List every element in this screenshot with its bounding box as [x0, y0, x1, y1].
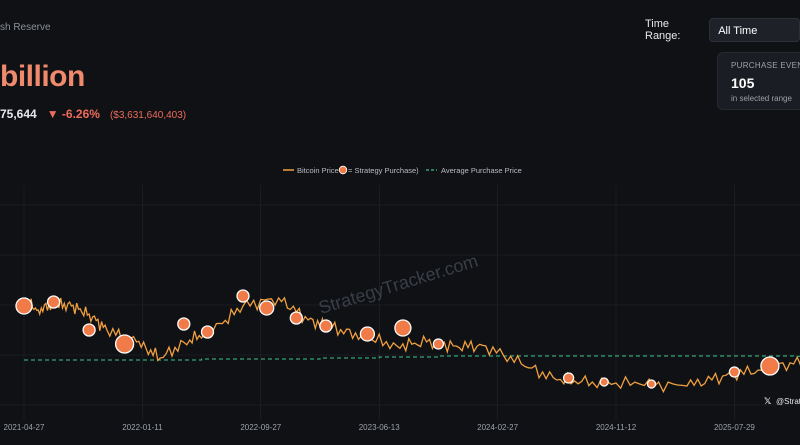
purchase-marker[interactable]: [760, 356, 780, 376]
purchase-marker[interactable]: [82, 323, 96, 337]
x-tick-label: 2021-04-27: [4, 423, 45, 432]
purchase-marker[interactable]: [177, 317, 191, 331]
purchase-marker[interactable]: [236, 289, 250, 303]
time-range-label: Time Range:: [645, 18, 681, 42]
purchase-events-card: PURCHASE EVENTS 105 in selected range: [717, 52, 800, 110]
legend-purchase-label: = Strategy Purchase): [348, 166, 419, 175]
purchase-marker[interactable]: [114, 334, 135, 354]
purchase-markers: [15, 289, 800, 389]
x-tick-label: 2023-06-13: [359, 423, 400, 432]
purchase-marker[interactable]: [200, 325, 215, 339]
purchase-marker[interactable]: [432, 338, 445, 350]
purchase-marker[interactable]: [289, 311, 303, 325]
holdings-summary: 75,644 ▼ -6.26% ($3,631,640,403): [0, 107, 186, 121]
total-value: billion: [0, 60, 85, 93]
btc-amount: 75,644: [0, 107, 37, 121]
purchase-marker[interactable]: [359, 326, 376, 342]
watermark: StrategyTracker.com: [316, 251, 480, 318]
x-tick-label: 2024-11-12: [596, 423, 637, 432]
change-percent: ▼ -6.26%: [46, 107, 100, 121]
purchase-marker[interactable]: [728, 366, 741, 378]
purchase-marker[interactable]: [259, 300, 275, 316]
chart-legend: Bitcoin Price ( = Strategy Purchase) Ave…: [283, 165, 522, 175]
avg-price-line: [24, 355, 800, 361]
x-tick-label: 2025-07-29: [714, 423, 755, 432]
credit-handle: @Strat: [776, 397, 800, 406]
purchase-events-title: PURCHASE EVENTS: [731, 61, 800, 70]
legend-purchase-icon: [338, 165, 348, 175]
credit: 𝕏 @Strat: [764, 397, 800, 407]
reserve-label: sh Reserve: [0, 22, 51, 33]
legend-avg-label: Average Purchase Price: [441, 166, 522, 175]
purchase-marker[interactable]: [394, 319, 412, 337]
purchase-events-count: 105: [731, 75, 755, 91]
purchase-marker[interactable]: [15, 297, 33, 315]
x-axis-ticks: 2021-04-27 2022-01-11 2022-09-27 2023-06-13…: [4, 423, 756, 432]
x-tick-label: 2022-01-11: [122, 423, 163, 432]
purchase-marker[interactable]: [646, 379, 657, 389]
purchase-marker[interactable]: [46, 295, 61, 309]
purchase-marker[interactable]: [599, 377, 609, 387]
purchase-events-subtitle: in selected range: [731, 94, 792, 103]
x-tick-label: 2024-02-27: [477, 423, 518, 432]
x-logo-icon: 𝕏: [764, 397, 772, 407]
change-usd: ($3,631,640,403): [109, 110, 187, 121]
x-tick-label: 2022-09-27: [240, 423, 281, 432]
purchase-marker[interactable]: [562, 372, 575, 384]
purchase-marker[interactable]: [319, 319, 333, 333]
legend-price-label: Bitcoin Price (: [297, 166, 344, 175]
btc-price-line: [23, 296, 800, 394]
chart-grid: [0, 185, 800, 420]
